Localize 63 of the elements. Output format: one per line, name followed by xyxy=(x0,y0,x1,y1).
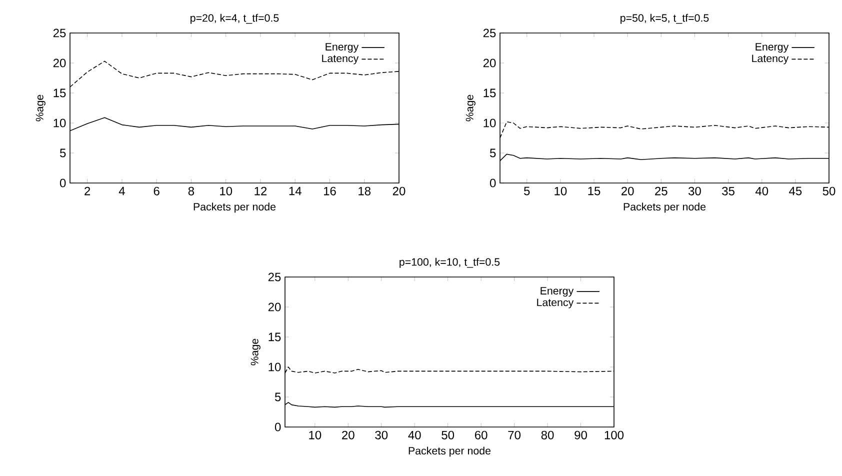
y-axis-title: %age xyxy=(36,94,46,122)
y-tick-label: 25 xyxy=(268,272,281,282)
y-tick-label: 25 xyxy=(483,28,496,38)
y-tick-label: 20 xyxy=(483,58,496,68)
x-tick-label: 8 xyxy=(188,186,194,196)
x-tick-label: 80 xyxy=(541,430,554,440)
x-tick-label: 20 xyxy=(392,186,406,196)
y-tick-label: 10 xyxy=(484,118,496,128)
x-tick-label: 50 xyxy=(822,186,836,196)
x-tick-label: 6 xyxy=(154,186,160,196)
x-tick-label: 35 xyxy=(722,186,734,196)
x-axis-title: Packets per node xyxy=(194,202,276,213)
legend-label: Energy xyxy=(756,43,789,53)
y-tick-label: 0 xyxy=(490,178,496,188)
x-tick-label: 25 xyxy=(655,186,668,196)
legend-label: Latency xyxy=(752,54,789,64)
chart-title: p=20, k=4, t_tf=0.5 xyxy=(190,14,279,24)
legend-label: Latency xyxy=(322,54,359,64)
x-tick-label: 12 xyxy=(254,186,267,196)
x-tick-label: 45 xyxy=(789,186,802,196)
y-tick-label: 20 xyxy=(268,302,281,312)
x-tick-label: 18 xyxy=(358,186,371,196)
y-tick-label: 15 xyxy=(484,88,496,98)
chart-title: p=50, k=5, t_tf=0.5 xyxy=(620,14,709,24)
y-axis-title: %age xyxy=(250,338,260,366)
x-tick-label: 30 xyxy=(375,430,388,440)
y-tick-label: 10 xyxy=(54,118,66,128)
y-tick-label: 15 xyxy=(54,88,66,98)
x-tick-label: 10 xyxy=(554,186,567,196)
x-tick-label: 5 xyxy=(524,186,530,196)
y-tick-label: 0 xyxy=(274,422,281,432)
y-tick-label: 25 xyxy=(53,28,66,38)
y-tick-label: 5 xyxy=(490,148,496,158)
y-tick-label: 0 xyxy=(60,178,66,188)
x-tick-label: 40 xyxy=(408,430,421,440)
y-tick-label: 5 xyxy=(274,392,281,402)
x-tick-label: 60 xyxy=(475,430,488,440)
x-tick-label: 14 xyxy=(289,186,302,196)
x-tick-label: 50 xyxy=(442,430,454,440)
legend-label: Energy xyxy=(540,287,574,297)
legend-label: Latency xyxy=(537,298,574,308)
y-tick-label: 15 xyxy=(268,332,281,342)
x-tick-label: 30 xyxy=(688,186,701,196)
x-tick-label: 4 xyxy=(118,186,125,196)
x-tick-label: 20 xyxy=(622,186,634,196)
x-tick-label: 2 xyxy=(84,186,90,196)
x-tick-label: 10 xyxy=(220,186,232,196)
x-axis-title: Packets per node xyxy=(624,202,706,213)
chart-title: p=100, k=10, t_tf=0.5 xyxy=(400,258,500,268)
x-tick-label: 20 xyxy=(342,430,354,440)
legend-label: Energy xyxy=(326,43,359,53)
x-tick-label: 16 xyxy=(324,186,336,196)
y-tick-label: 5 xyxy=(60,148,66,158)
x-tick-label: 100 xyxy=(604,430,624,440)
x-tick-label: 15 xyxy=(588,186,600,196)
x-axis-title: Packets per node xyxy=(408,446,491,457)
y-axis-title: %age xyxy=(466,94,476,122)
x-tick-label: 40 xyxy=(755,186,768,196)
x-tick-label: 70 xyxy=(508,430,521,440)
y-tick-label: 10 xyxy=(268,362,281,372)
y-tick-label: 20 xyxy=(53,58,66,68)
x-tick-label: 10 xyxy=(309,430,322,440)
x-tick-label: 90 xyxy=(574,430,587,440)
